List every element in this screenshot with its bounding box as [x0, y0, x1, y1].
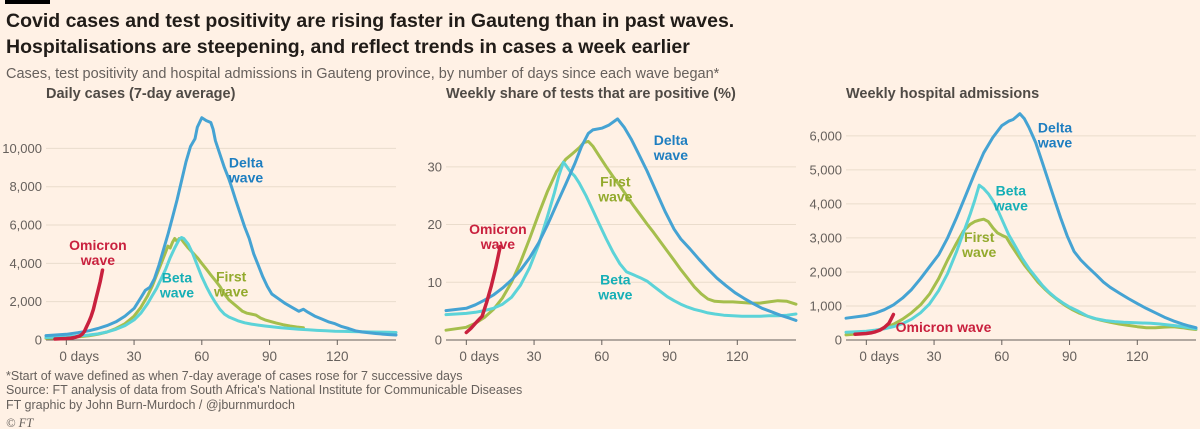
ft-brand-bar — [5, 0, 50, 4]
y-tick-label: 30 — [428, 159, 442, 174]
footnote-text: *Start of wave defined as when 7-day ave… — [6, 368, 463, 383]
y-tick-label: 8,000 — [9, 179, 42, 194]
x-tick-label: 120 — [326, 349, 349, 364]
x-tick-label: 120 — [726, 349, 749, 364]
x-tick-label: 0 days — [459, 349, 499, 364]
x-tick-label: 30 — [127, 349, 142, 364]
y-tick-label: 2,000 — [809, 264, 842, 279]
first-wave-label: First wave — [597, 173, 632, 204]
beta-wave-label: Beta wave — [597, 271, 632, 302]
x-tick-label: 90 — [1062, 349, 1077, 364]
x-tick-label: 0 days — [59, 349, 99, 364]
x-tick-label: 120 — [1126, 349, 1149, 364]
credit-text: FT graphic by John Burn-Murdoch / @jburn… — [6, 398, 295, 413]
y-tick-label: 3,000 — [809, 230, 842, 245]
delta-wave-label: Delta wave — [653, 132, 688, 163]
source-text: Source: FT analysis of data from South A… — [6, 383, 523, 398]
first-wave-label: First wave — [213, 268, 248, 299]
omicron-wave-label: Omicron wave — [69, 237, 127, 268]
y-tick-label: 0 — [35, 332, 42, 347]
beta-wave-label: Beta wave — [993, 182, 1028, 213]
omicron-wave-label: Omicron wave — [896, 319, 992, 335]
x-tick-label: 60 — [194, 349, 209, 364]
hospital-admissions-plot: 0 1,000 2,000 3,000 4,000 5,000 6,000 0 days 30 6… — [809, 112, 1198, 364]
y-tick-label: 1,000 — [809, 298, 842, 313]
test-positivity-chart: Weekly share of tests that are positive … — [400, 86, 800, 368]
charts-row: Daily cases (7-day average) 0 2,000 4,000 6… — [0, 86, 1200, 368]
delta-wave-label: Delta wave — [1037, 119, 1072, 150]
omicron-wave-line — [853, 312, 896, 336]
y-tick-label: 4,000 — [9, 256, 42, 271]
first-wave-label: First wave — [961, 229, 996, 260]
chart-title-test-positivity: Weekly share of tests that are positive … — [446, 85, 736, 102]
daily-cases-plot: 0 2,000 4,000 6,000 8,000 10,000 0 days 30 60 90 1… — [2, 116, 398, 364]
hospital-admissions-chart: Weekly hospital admissions 0 1,000 2,000 3,… — [800, 86, 1200, 368]
delta-wave-line — [844, 112, 1198, 330]
y-tick-label: 0 — [435, 332, 442, 347]
first-wave-line — [444, 139, 798, 332]
y-tick-label: 10 — [428, 275, 442, 290]
beta-wave-label: Beta wave — [159, 269, 194, 300]
x-tick-label: 60 — [594, 349, 609, 364]
chart-title-hospital-admissions: Weekly hospital admissions — [846, 85, 1040, 102]
page-subtitle: Cases, test positivity and hospital admi… — [6, 65, 720, 82]
x-tick-label: 90 — [662, 349, 677, 364]
delta-wave-line — [44, 116, 398, 337]
title-line-1: Covid cases and test positivity are risi… — [6, 10, 735, 32]
y-tick-label: 20 — [428, 217, 442, 232]
beta-wave-line — [444, 160, 798, 318]
omicron-wave-line — [53, 268, 105, 341]
y-tick-label: 4,000 — [809, 196, 842, 211]
first-wave-line — [44, 236, 305, 340]
y-tick-label: 6,000 — [9, 217, 42, 232]
x-tick-label: 0 days — [859, 349, 899, 364]
footer: *Start of wave defined as when 7-day ave… — [6, 369, 1200, 429]
delta-wave-label: Delta wave — [228, 154, 263, 185]
x-tick-label: 30 — [527, 349, 542, 364]
x-tick-label: 60 — [994, 349, 1009, 364]
x-tick-label: 90 — [262, 349, 277, 364]
x-tick-label: 30 — [927, 349, 942, 364]
omicron-wave-line — [464, 244, 502, 335]
page-title: Covid cases and test positivity are risi… — [6, 9, 1200, 61]
delta-wave-line — [444, 117, 798, 322]
y-tick-label: 10,000 — [2, 141, 42, 156]
beta-wave-line — [44, 235, 398, 339]
test-positivity-plot: 0 10 20 30 0 days 30 60 90 120 Delta wave First wave… — [428, 117, 798, 364]
y-tick-label: 5,000 — [809, 162, 842, 177]
y-tick-label: 2,000 — [9, 294, 42, 309]
title-line-2: Hospitalisations are steepening, and ref… — [6, 35, 690, 58]
daily-cases-chart: Daily cases (7-day average) 0 2,000 4,000 6… — [0, 86, 400, 368]
first-wave-line — [844, 217, 1198, 337]
beta-wave-line — [844, 183, 1198, 334]
y-tick-label: 6,000 — [809, 128, 842, 143]
copyright-text: © FT — [6, 415, 34, 429]
chart-title-daily-cases: Daily cases (7-day average) — [46, 85, 236, 102]
y-tick-label: 0 — [835, 332, 842, 347]
omicron-wave-label: Omicron wave — [469, 221, 527, 252]
